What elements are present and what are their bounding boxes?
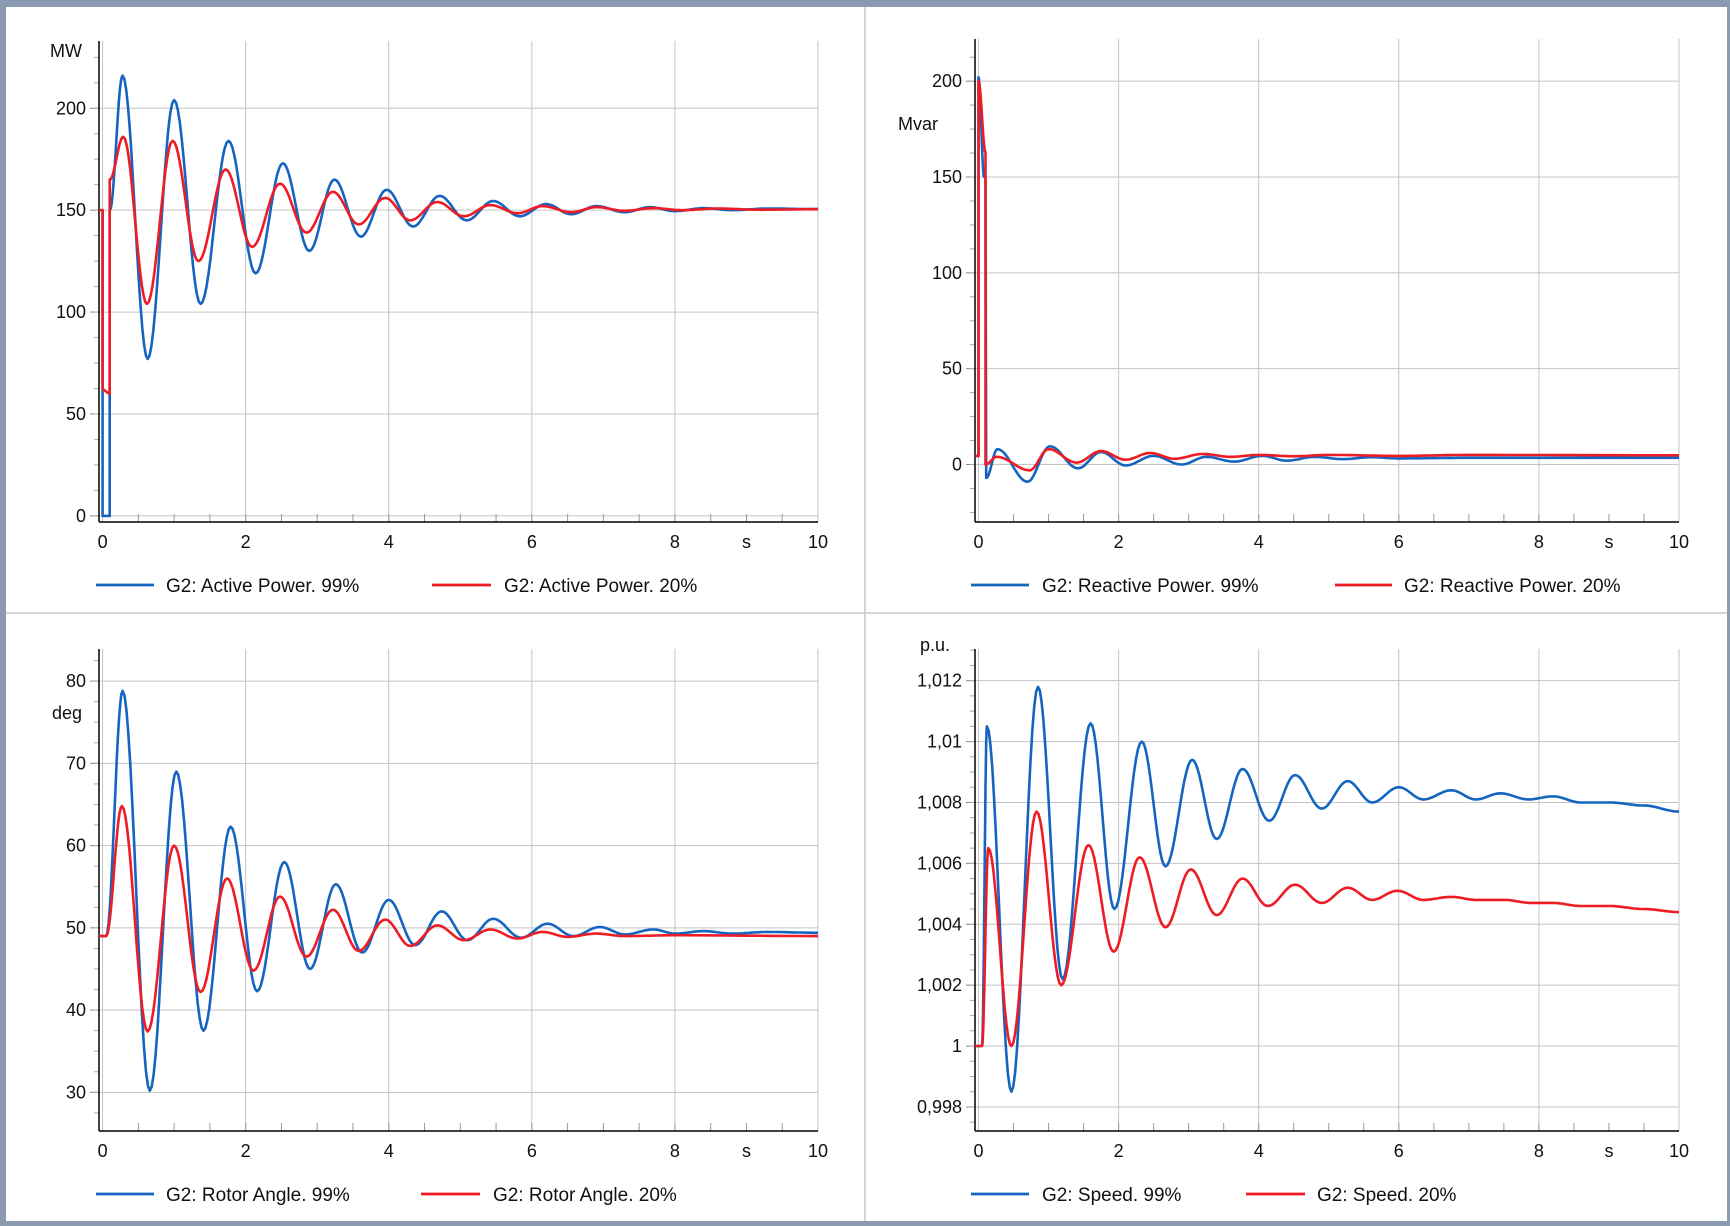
series-line-20pct: [99, 135, 819, 395]
x-tick-label: 4: [1254, 1141, 1264, 1161]
x-tick-label: 6: [1394, 1141, 1404, 1161]
x-tick-label: 8: [670, 1141, 680, 1161]
legend-label: G2: Reactive Power. 20%: [1404, 576, 1621, 597]
x-tick-label: 10: [808, 1141, 828, 1161]
y-axis-unit-label: deg: [52, 703, 82, 723]
y-axis-unit-label: MW: [50, 41, 82, 61]
x-tick-label: 10: [1669, 532, 1689, 552]
y-tick-label: 1,008: [917, 792, 962, 812]
x-tick-label: 6: [527, 1141, 537, 1161]
x-axis-unit-label: s: [742, 532, 751, 552]
legend-label: G2: Speed. 20%: [1317, 1185, 1457, 1206]
y-tick-label: 200: [932, 71, 962, 91]
y-tick-label: 1,002: [917, 975, 962, 995]
x-tick-label: 8: [1534, 532, 1544, 552]
series-line-20pct: [99, 804, 818, 1033]
y-tick-label: 0,998: [917, 1097, 962, 1117]
x-tick-label: 0: [98, 532, 108, 552]
legend-item[interactable]: G2: Reactive Power. 20%: [1335, 576, 1621, 597]
legend-label: G2: Speed. 99%: [1042, 1185, 1182, 1206]
chart-panel-1[interactable]: 0 50 100 150 200 0 2 4 6 8 10 Mvar s G2: Reactive Pow…: [898, 39, 1689, 597]
y-tick-label: 1,004: [917, 914, 962, 934]
series-line-99pct: [975, 76, 1679, 484]
y-tick-label: 0: [76, 506, 86, 526]
legend-label: G2: Rotor Angle. 20%: [493, 1185, 677, 1206]
y-tick-label: 40: [66, 1000, 86, 1020]
y-tick-label: 150: [932, 167, 962, 187]
x-tick-label: 2: [241, 532, 251, 552]
x-axis-unit-label: s: [1604, 532, 1613, 552]
legend-item[interactable]: G2: Speed. 20%: [1246, 1185, 1457, 1206]
x-tick-label: 4: [384, 532, 394, 552]
x-tick-label: 0: [973, 532, 983, 552]
x-tick-label: 10: [1669, 1141, 1689, 1161]
x-tick-label: 8: [670, 532, 680, 552]
series-line-20pct: [975, 810, 1680, 1048]
y-tick-label: 1,012: [917, 671, 962, 691]
x-tick-label: 2: [1114, 532, 1124, 552]
y-tick-label: 50: [942, 359, 962, 379]
x-tick-label: 10: [808, 532, 828, 552]
x-axis-unit-label: s: [1604, 1141, 1613, 1161]
chart-panel-2[interactable]: 30 40 50 60 70 80 0 2 4 6 8 10 deg s G2: Rotor Angle. …: [52, 649, 828, 1206]
series-line-99pct: [99, 689, 818, 1092]
x-tick-label: 4: [1254, 532, 1264, 552]
y-tick-label: 200: [56, 98, 86, 118]
legend-item[interactable]: G2: Rotor Angle. 99%: [96, 1185, 350, 1206]
y-tick-label: 0: [952, 455, 962, 475]
series-line-20pct: [975, 79, 1679, 472]
x-tick-label: 6: [527, 532, 537, 552]
x-tick-label: 2: [241, 1141, 251, 1161]
y-axis-unit-label: Mvar: [898, 114, 938, 134]
y-tick-label: 150: [56, 200, 86, 220]
y-tick-label: 50: [66, 404, 86, 424]
x-tick-label: 2: [1114, 1141, 1124, 1161]
x-tick-label: 0: [98, 1141, 108, 1161]
y-tick-label: 50: [66, 918, 86, 938]
legend-item[interactable]: G2: Active Power. 20%: [432, 576, 697, 597]
legend-item[interactable]: G2: Reactive Power. 99%: [971, 576, 1259, 597]
y-tick-label: 70: [66, 753, 86, 773]
x-tick-label: 4: [384, 1141, 394, 1161]
legend-label: G2: Rotor Angle. 99%: [166, 1185, 350, 1206]
y-tick-label: 1: [952, 1036, 962, 1056]
legend-item[interactable]: G2: Speed. 99%: [971, 1185, 1182, 1206]
legend-label: G2: Active Power. 20%: [504, 576, 697, 597]
y-tick-label: 1,006: [917, 853, 962, 873]
chart-panel-0[interactable]: 0 50 100 150 200 0 2 4 6 8 10 MW s G2: Active Power. …: [50, 41, 828, 597]
x-tick-label: 6: [1394, 532, 1404, 552]
y-tick-label: 80: [66, 671, 86, 691]
legend-label: G2: Reactive Power. 99%: [1042, 576, 1259, 597]
y-tick-label: 100: [56, 302, 86, 322]
x-tick-label: 8: [1534, 1141, 1544, 1161]
y-tick-label: 100: [932, 263, 962, 283]
series-line-99pct: [975, 685, 1680, 1093]
y-tick-label: 1,01: [927, 732, 962, 752]
chart-panel-3[interactable]: 0,998 1 1,002 1,004 1,006 1,008 1,01 1,012 0 2 4 6 8…: [917, 635, 1689, 1206]
series-line-99pct: [99, 74, 818, 518]
y-tick-label: 30: [66, 1082, 86, 1102]
x-tick-label: 0: [973, 1141, 983, 1161]
x-axis-unit-label: s: [742, 1141, 751, 1161]
y-tick-label: 60: [66, 836, 86, 856]
y-axis-unit-label: p.u.: [920, 635, 950, 655]
legend-item[interactable]: G2: Rotor Angle. 20%: [421, 1185, 677, 1206]
legend-item[interactable]: G2: Active Power. 99%: [96, 576, 359, 597]
legend-label: G2: Active Power. 99%: [166, 576, 359, 597]
